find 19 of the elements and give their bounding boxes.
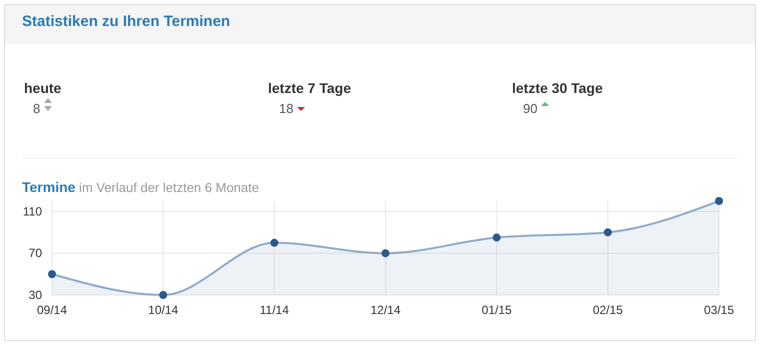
- x-tick-label: 11/14: [260, 303, 290, 317]
- text: 18: [279, 101, 294, 116]
- y-tick-label: 110: [22, 204, 42, 218]
- x-tick-label: 12/14: [370, 303, 401, 317]
- x-tick-label: 02/15: [592, 303, 624, 317]
- text: heute: [24, 80, 62, 96]
- x-tick-label: 03/15: [704, 303, 734, 317]
- chart-title: Termine: [22, 179, 76, 195]
- text: Statistiken zu Ihren Terminen: [22, 13, 230, 30]
- chart-subtitle: im Verlauf der letzten 6 Monate: [75, 180, 259, 195]
- y-tick-label: 70: [28, 246, 42, 260]
- text: letzte 30 Tage: [512, 80, 603, 96]
- text: letzte 7 Tage: [268, 80, 352, 96]
- x-tick-label: 01/15: [482, 303, 512, 317]
- text: 90: [523, 101, 538, 116]
- text: 8: [33, 101, 40, 116]
- x-tick-label: 09/14: [36, 303, 68, 317]
- y-tick-label: 30: [28, 288, 42, 302]
- x-tick-label: 10/14: [148, 303, 179, 317]
